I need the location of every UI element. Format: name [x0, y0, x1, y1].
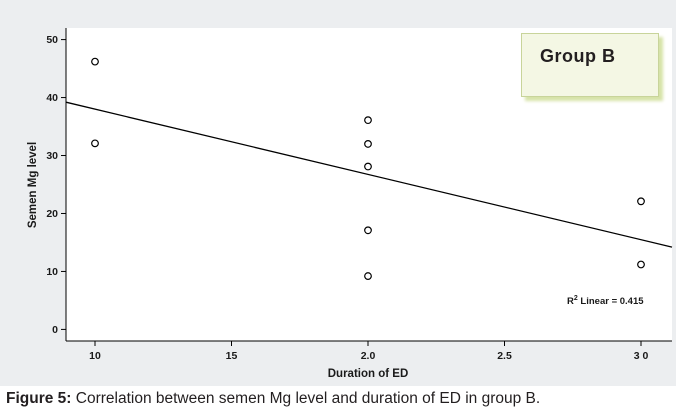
x-tick-label: 10 — [89, 350, 101, 362]
data-point — [637, 197, 645, 206]
y-tick-label: 50 — [46, 34, 58, 46]
x-axis-title: Duration of ED — [328, 368, 409, 380]
figure-frame: 0 10 20 30 40 50 10 15 2.0 2.5 3 0 Duration of ED… — [0, 0, 676, 386]
x-tick-label: 2.5 — [497, 350, 512, 362]
y-tick-label: 0 — [52, 324, 58, 336]
caption-text: Correlation between semen Mg level and d… — [71, 390, 541, 407]
data-point — [364, 140, 372, 148]
data-points — [91, 57, 645, 280]
x-tick-label: 3 0 — [634, 350, 649, 362]
x-tick-label: 2.0 — [361, 350, 376, 362]
x-axis-ticks: 10 15 2.0 2.5 3 0 — [89, 341, 648, 362]
x-tick-label: 15 — [226, 350, 238, 362]
y-tick-label: 10 — [46, 266, 58, 278]
y-tick-label: 30 — [46, 150, 58, 162]
fit-line-group — [65, 101, 673, 248]
data-point — [91, 57, 99, 66]
y-tick-label: 40 — [46, 92, 58, 104]
caption-label: Figure 5: — [6, 390, 72, 407]
group-label-box: Group B — [521, 33, 659, 97]
group-label: Group B — [540, 46, 616, 66]
data-point — [364, 272, 372, 280]
data-point — [364, 116, 372, 125]
fit-line — [65, 101, 673, 248]
data-point — [91, 139, 99, 148]
y-tick-label: 20 — [46, 208, 58, 220]
r-squared-annotation: R2 Linear = 0.415 — [567, 295, 644, 307]
y-axis-title: Semen Mg level — [27, 142, 39, 228]
y-axis-ticks: 0 10 20 30 40 50 — [46, 34, 66, 336]
data-point — [364, 162, 372, 171]
figure-caption: Figure 5: Correlation between semen Mg l… — [6, 390, 674, 408]
data-point — [364, 226, 372, 235]
data-point — [637, 260, 645, 269]
